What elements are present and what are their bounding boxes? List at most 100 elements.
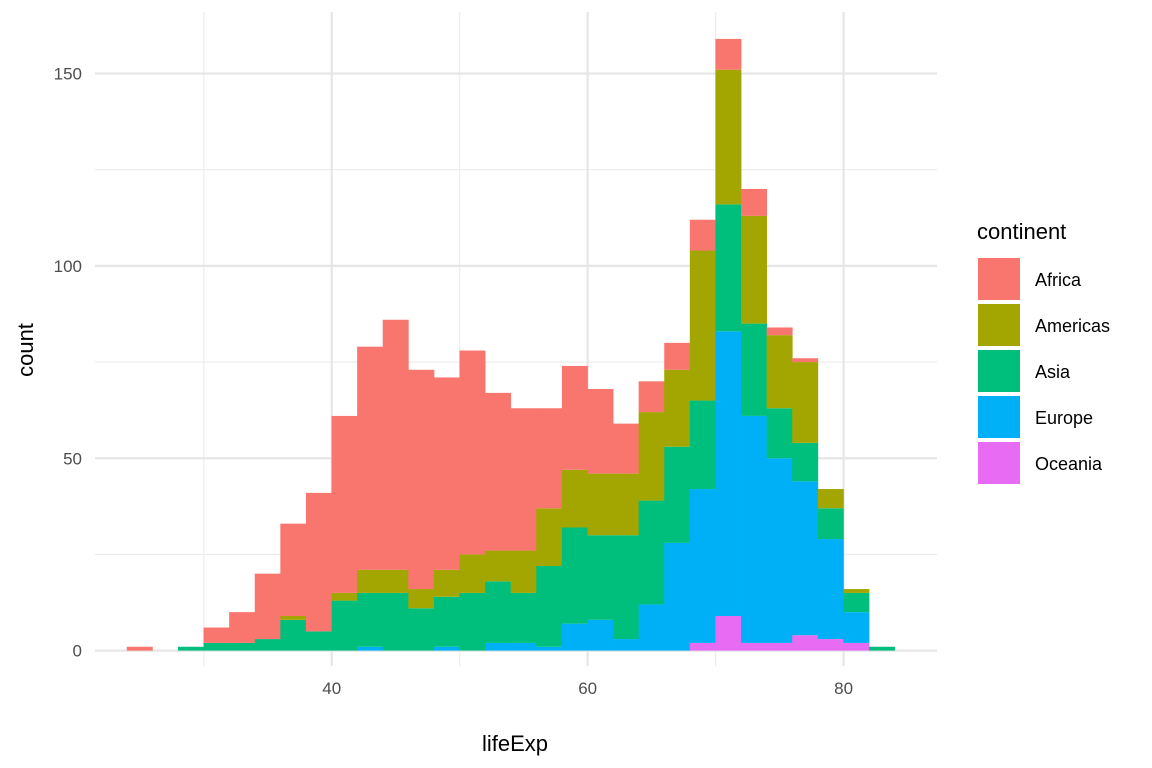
bar-asia-47	[408, 608, 435, 651]
bar-asia-75	[766, 408, 793, 459]
bar-europe-57	[536, 646, 563, 651]
bar-asia-43	[357, 592, 384, 647]
bar-africa-43	[357, 346, 384, 570]
bar-europe-77	[792, 481, 819, 636]
bar-asia-71	[715, 204, 742, 332]
bar-europe-63	[613, 639, 640, 651]
bar-europe-81	[843, 612, 870, 643]
bar-americas-75	[766, 335, 793, 409]
bar-oceania-77	[792, 635, 819, 651]
bar-asia-65	[638, 500, 665, 605]
y-tick-label: 150	[54, 65, 82, 84]
x-tick-label: 40	[322, 679, 341, 698]
bar-africa-59	[561, 365, 588, 470]
bar-asia-35	[254, 639, 281, 651]
bar-asia-61	[587, 535, 614, 620]
bar-europe-43	[357, 646, 384, 651]
bar-americas-41	[331, 592, 358, 601]
y-axis-tick-labels: 0 50 100 150	[54, 65, 82, 661]
legend-key-americas	[978, 304, 1020, 346]
bar-africa-33	[229, 612, 256, 643]
bar-asia-39	[305, 631, 332, 651]
bar-europe-55	[510, 642, 537, 651]
bar-africa-35	[254, 573, 281, 640]
bar-europe-53	[485, 642, 512, 651]
bar-oceania-73	[741, 642, 768, 651]
legend-key-asia	[978, 350, 1020, 392]
x-tick-label: 60	[578, 679, 597, 698]
bar-oceania-75	[766, 642, 793, 651]
bar-europe-59	[561, 623, 588, 651]
bar-africa-71	[715, 38, 742, 70]
bar-asia-57	[536, 565, 563, 647]
bar-asia-29	[177, 646, 204, 651]
y-tick-label: 100	[54, 257, 82, 276]
bar-americas-65	[638, 412, 665, 501]
bar-americas-55	[510, 550, 537, 593]
bar-americas-81	[843, 589, 870, 593]
bar-africa-63	[613, 423, 640, 474]
bar-africa-39	[305, 492, 332, 632]
bar-asia-83	[868, 646, 895, 651]
bar-americas-53	[485, 550, 512, 582]
bar-oceania-81	[843, 642, 870, 651]
bar-africa-65	[638, 381, 665, 413]
legend-label-africa: Africa	[1035, 270, 1082, 290]
bar-asia-49	[433, 596, 460, 647]
bar-asia-53	[485, 581, 512, 643]
legend-label-americas: Americas	[1035, 316, 1110, 336]
bar-americas-49	[433, 569, 460, 597]
bar-americas-57	[536, 508, 563, 566]
bar-americas-37	[280, 615, 307, 620]
bar-asia-73	[741, 323, 768, 416]
bar-oceania-79	[817, 639, 844, 651]
bar-africa-55	[510, 408, 537, 551]
bar-africa-47	[408, 369, 435, 590]
bar-americas-43	[357, 569, 384, 593]
histogram-bars	[126, 38, 895, 651]
bar-africa-57	[536, 408, 563, 509]
bar-americas-63	[613, 473, 640, 536]
legend-key-africa	[978, 258, 1020, 300]
bar-oceania-71	[715, 615, 742, 651]
bar-asia-45	[382, 592, 409, 651]
bar-americas-45	[382, 569, 409, 593]
bar-europe-71	[715, 331, 742, 616]
bar-americas-67	[664, 369, 691, 447]
bar-europe-65	[638, 604, 665, 651]
bar-africa-37	[280, 523, 307, 616]
bar-africa-73	[741, 188, 768, 216]
y-tick-label: 0	[73, 642, 82, 661]
bar-africa-45	[382, 319, 409, 570]
x-axis-tick-labels: 40 60 80	[322, 679, 853, 698]
x-axis-title: lifeExp	[482, 731, 548, 756]
bar-americas-61	[587, 473, 614, 536]
legend-key-oceania	[978, 442, 1020, 484]
bar-europe-67	[664, 542, 691, 651]
bar-americas-71	[715, 69, 742, 205]
bar-africa-41	[331, 415, 358, 593]
bar-americas-79	[817, 489, 844, 509]
bar-americas-51	[459, 554, 486, 593]
y-axis-title: count	[13, 323, 38, 377]
x-tick-label: 80	[834, 679, 853, 698]
bar-africa-77	[792, 358, 819, 363]
bar-europe-61	[587, 619, 614, 651]
bar-africa-25	[126, 646, 153, 651]
bar-africa-49	[433, 377, 460, 570]
bar-europe-49	[433, 646, 460, 651]
legend-label-oceania: Oceania	[1035, 454, 1103, 474]
bar-americas-77	[792, 362, 819, 443]
bar-asia-63	[613, 535, 640, 640]
bar-europe-79	[817, 539, 844, 640]
legend-label-europe: Europe	[1035, 408, 1093, 428]
bar-africa-67	[664, 342, 691, 370]
bar-americas-69	[689, 250, 716, 401]
legend-title: continent	[977, 219, 1066, 244]
y-tick-label: 50	[63, 449, 82, 468]
legend: continent Africa Americas Asia Europe Oceani…	[977, 219, 1110, 484]
bar-africa-51	[459, 350, 486, 555]
legend-label-asia: Asia	[1035, 362, 1071, 382]
bar-americas-59	[561, 469, 588, 528]
